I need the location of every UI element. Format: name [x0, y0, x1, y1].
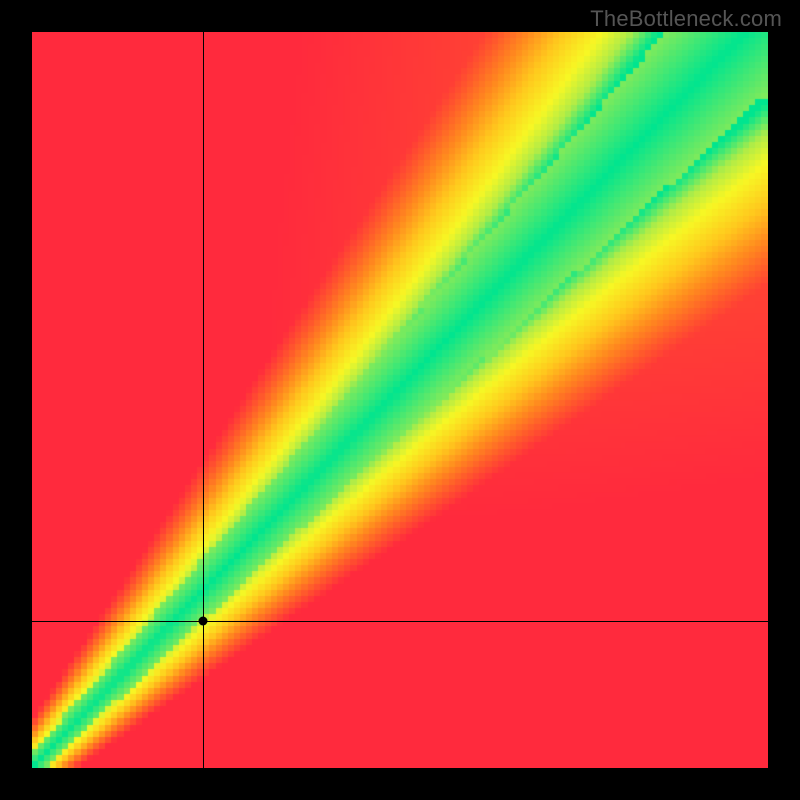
crosshair-marker-dot [199, 616, 208, 625]
crosshair-horizontal-line [32, 621, 768, 622]
crosshair-vertical-line [203, 32, 204, 768]
heatmap-canvas [32, 32, 768, 768]
bottleneck-heatmap-chart [32, 32, 768, 768]
watermark-text: TheBottleneck.com [590, 6, 782, 32]
